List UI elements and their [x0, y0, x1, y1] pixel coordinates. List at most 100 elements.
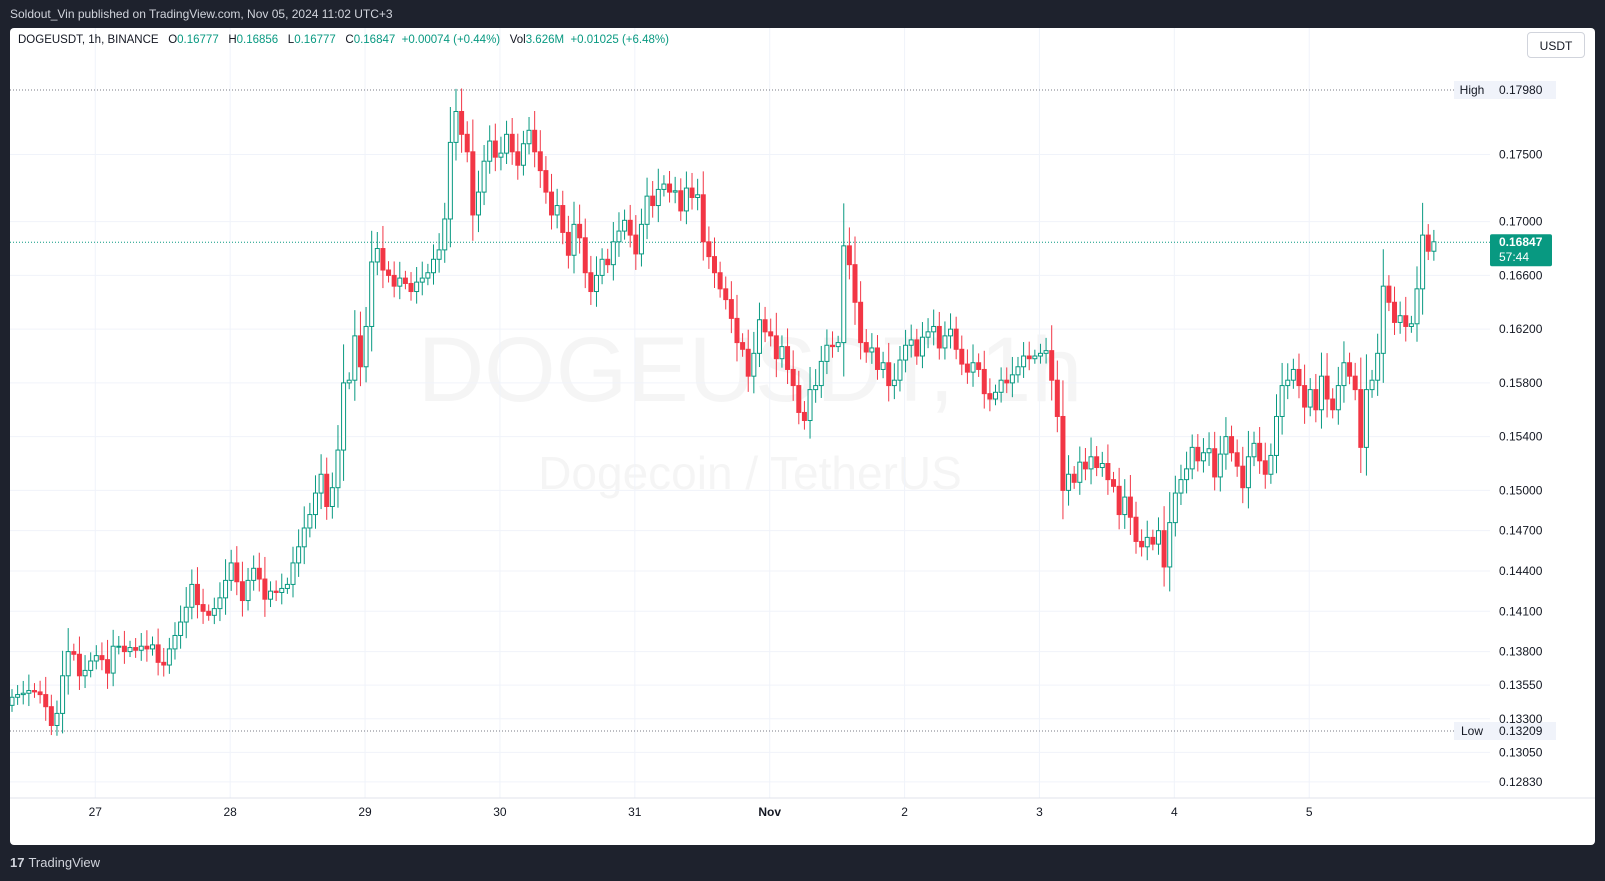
candle-down	[678, 190, 684, 212]
tradingview-logo[interactable]: 17 TradingView	[10, 845, 100, 881]
candle-up	[616, 230, 622, 243]
candle-up	[1088, 456, 1094, 470]
candle-down	[31, 690, 37, 693]
candle-down	[852, 264, 858, 303]
candle-down	[976, 362, 982, 370]
candle-down	[1347, 362, 1353, 377]
legend-low-label: L	[287, 34, 295, 46]
candle-down	[408, 282, 414, 293]
legend-volume-label: Vol	[509, 34, 526, 46]
candle-down	[155, 644, 161, 663]
candle-down	[509, 133, 515, 153]
candle-down	[1392, 301, 1398, 323]
candle-down	[1234, 452, 1240, 467]
last-price-countdown: 57:44	[1499, 250, 1529, 264]
last-price-bg	[1490, 234, 1552, 267]
candle-down	[402, 277, 408, 284]
candle-up	[1285, 379, 1291, 387]
candle-down	[858, 301, 864, 344]
candle-down	[762, 319, 768, 333]
candle-up	[1167, 522, 1173, 568]
candle-down	[380, 248, 386, 271]
x-tick-label: Nov	[758, 805, 781, 819]
candle-down	[1403, 315, 1409, 327]
candle-up	[10, 696, 15, 706]
candle-down	[206, 610, 212, 616]
candle-down	[1330, 398, 1336, 411]
candle-up	[442, 218, 448, 251]
candle-up	[554, 205, 560, 216]
candle-down	[1116, 485, 1122, 516]
candle-down	[723, 288, 729, 301]
candle-up	[279, 587, 285, 593]
currency-button[interactable]: USDT	[1527, 32, 1585, 58]
candle-up	[251, 567, 257, 581]
candle-up	[346, 379, 352, 384]
candle-down	[830, 344, 836, 348]
candle-up	[498, 152, 504, 158]
candle-down	[627, 219, 633, 236]
candle-up	[1200, 452, 1206, 462]
candle-down	[633, 234, 639, 255]
candle-down	[1212, 448, 1218, 478]
candle-up	[447, 141, 453, 220]
candle-down	[1262, 460, 1268, 475]
legend-open: 0.16777	[177, 34, 219, 46]
candle-up	[1408, 323, 1414, 327]
candle-down	[1054, 379, 1060, 417]
candle-up	[127, 647, 133, 653]
candle-down	[1195, 446, 1201, 462]
candle-up	[296, 546, 302, 564]
candle-up	[481, 160, 487, 193]
candle-up	[1279, 385, 1285, 417]
candle-up	[942, 335, 948, 349]
candle-down	[1358, 389, 1364, 448]
candle-up	[1032, 355, 1038, 360]
candle-down	[863, 342, 869, 353]
candle-down	[194, 583, 200, 606]
candle-down	[745, 348, 751, 377]
high-label-bg	[1454, 81, 1490, 99]
candle-down	[1127, 496, 1133, 518]
candle-up	[54, 712, 60, 726]
symbol-legend: DOGEUSDT, 1h, BINANCE O0.16777 H0.16856 …	[18, 34, 669, 46]
legend-close: 0.16847	[353, 34, 396, 46]
last-price-value: 0.16847	[1499, 235, 1543, 249]
candle-up	[178, 621, 184, 636]
candle-up	[284, 583, 290, 589]
candle-up	[683, 187, 689, 212]
candle-down	[239, 581, 245, 602]
candle-up	[245, 579, 251, 602]
candle-down	[1352, 375, 1358, 391]
candle-up	[1009, 374, 1015, 384]
candle-down	[1004, 379, 1010, 384]
candle-down	[1049, 350, 1055, 381]
candle-up	[329, 487, 335, 507]
candle-up	[835, 342, 841, 348]
candle-up	[1251, 442, 1257, 458]
candle-up	[1363, 389, 1369, 448]
candle-up	[110, 645, 116, 674]
candle-down	[886, 362, 892, 387]
candle-down	[1257, 442, 1263, 462]
low-value: 0.13209	[1499, 724, 1543, 738]
candle-down	[1425, 234, 1431, 252]
candle-up	[436, 249, 442, 260]
footer: 17 TradingView	[0, 845, 1605, 881]
candle-down	[1386, 285, 1392, 303]
candle-up	[1144, 536, 1150, 548]
candle-down	[650, 195, 656, 207]
legend-change: +0.00074 (+0.44%)	[401, 34, 501, 46]
y-tick-label: 0.13800	[1499, 645, 1543, 659]
chart-panel[interactable]: DOGEUSDT, 1h Dogecoin / TetherUS High0.1…	[10, 28, 1595, 845]
candle-up	[183, 606, 189, 623]
candle-up	[335, 449, 341, 489]
candle-down	[1296, 368, 1302, 387]
candle-up	[622, 219, 628, 232]
candle-up	[414, 281, 420, 293]
candle-down	[953, 328, 959, 350]
candle-up	[116, 645, 122, 648]
candle-down	[1161, 530, 1167, 568]
